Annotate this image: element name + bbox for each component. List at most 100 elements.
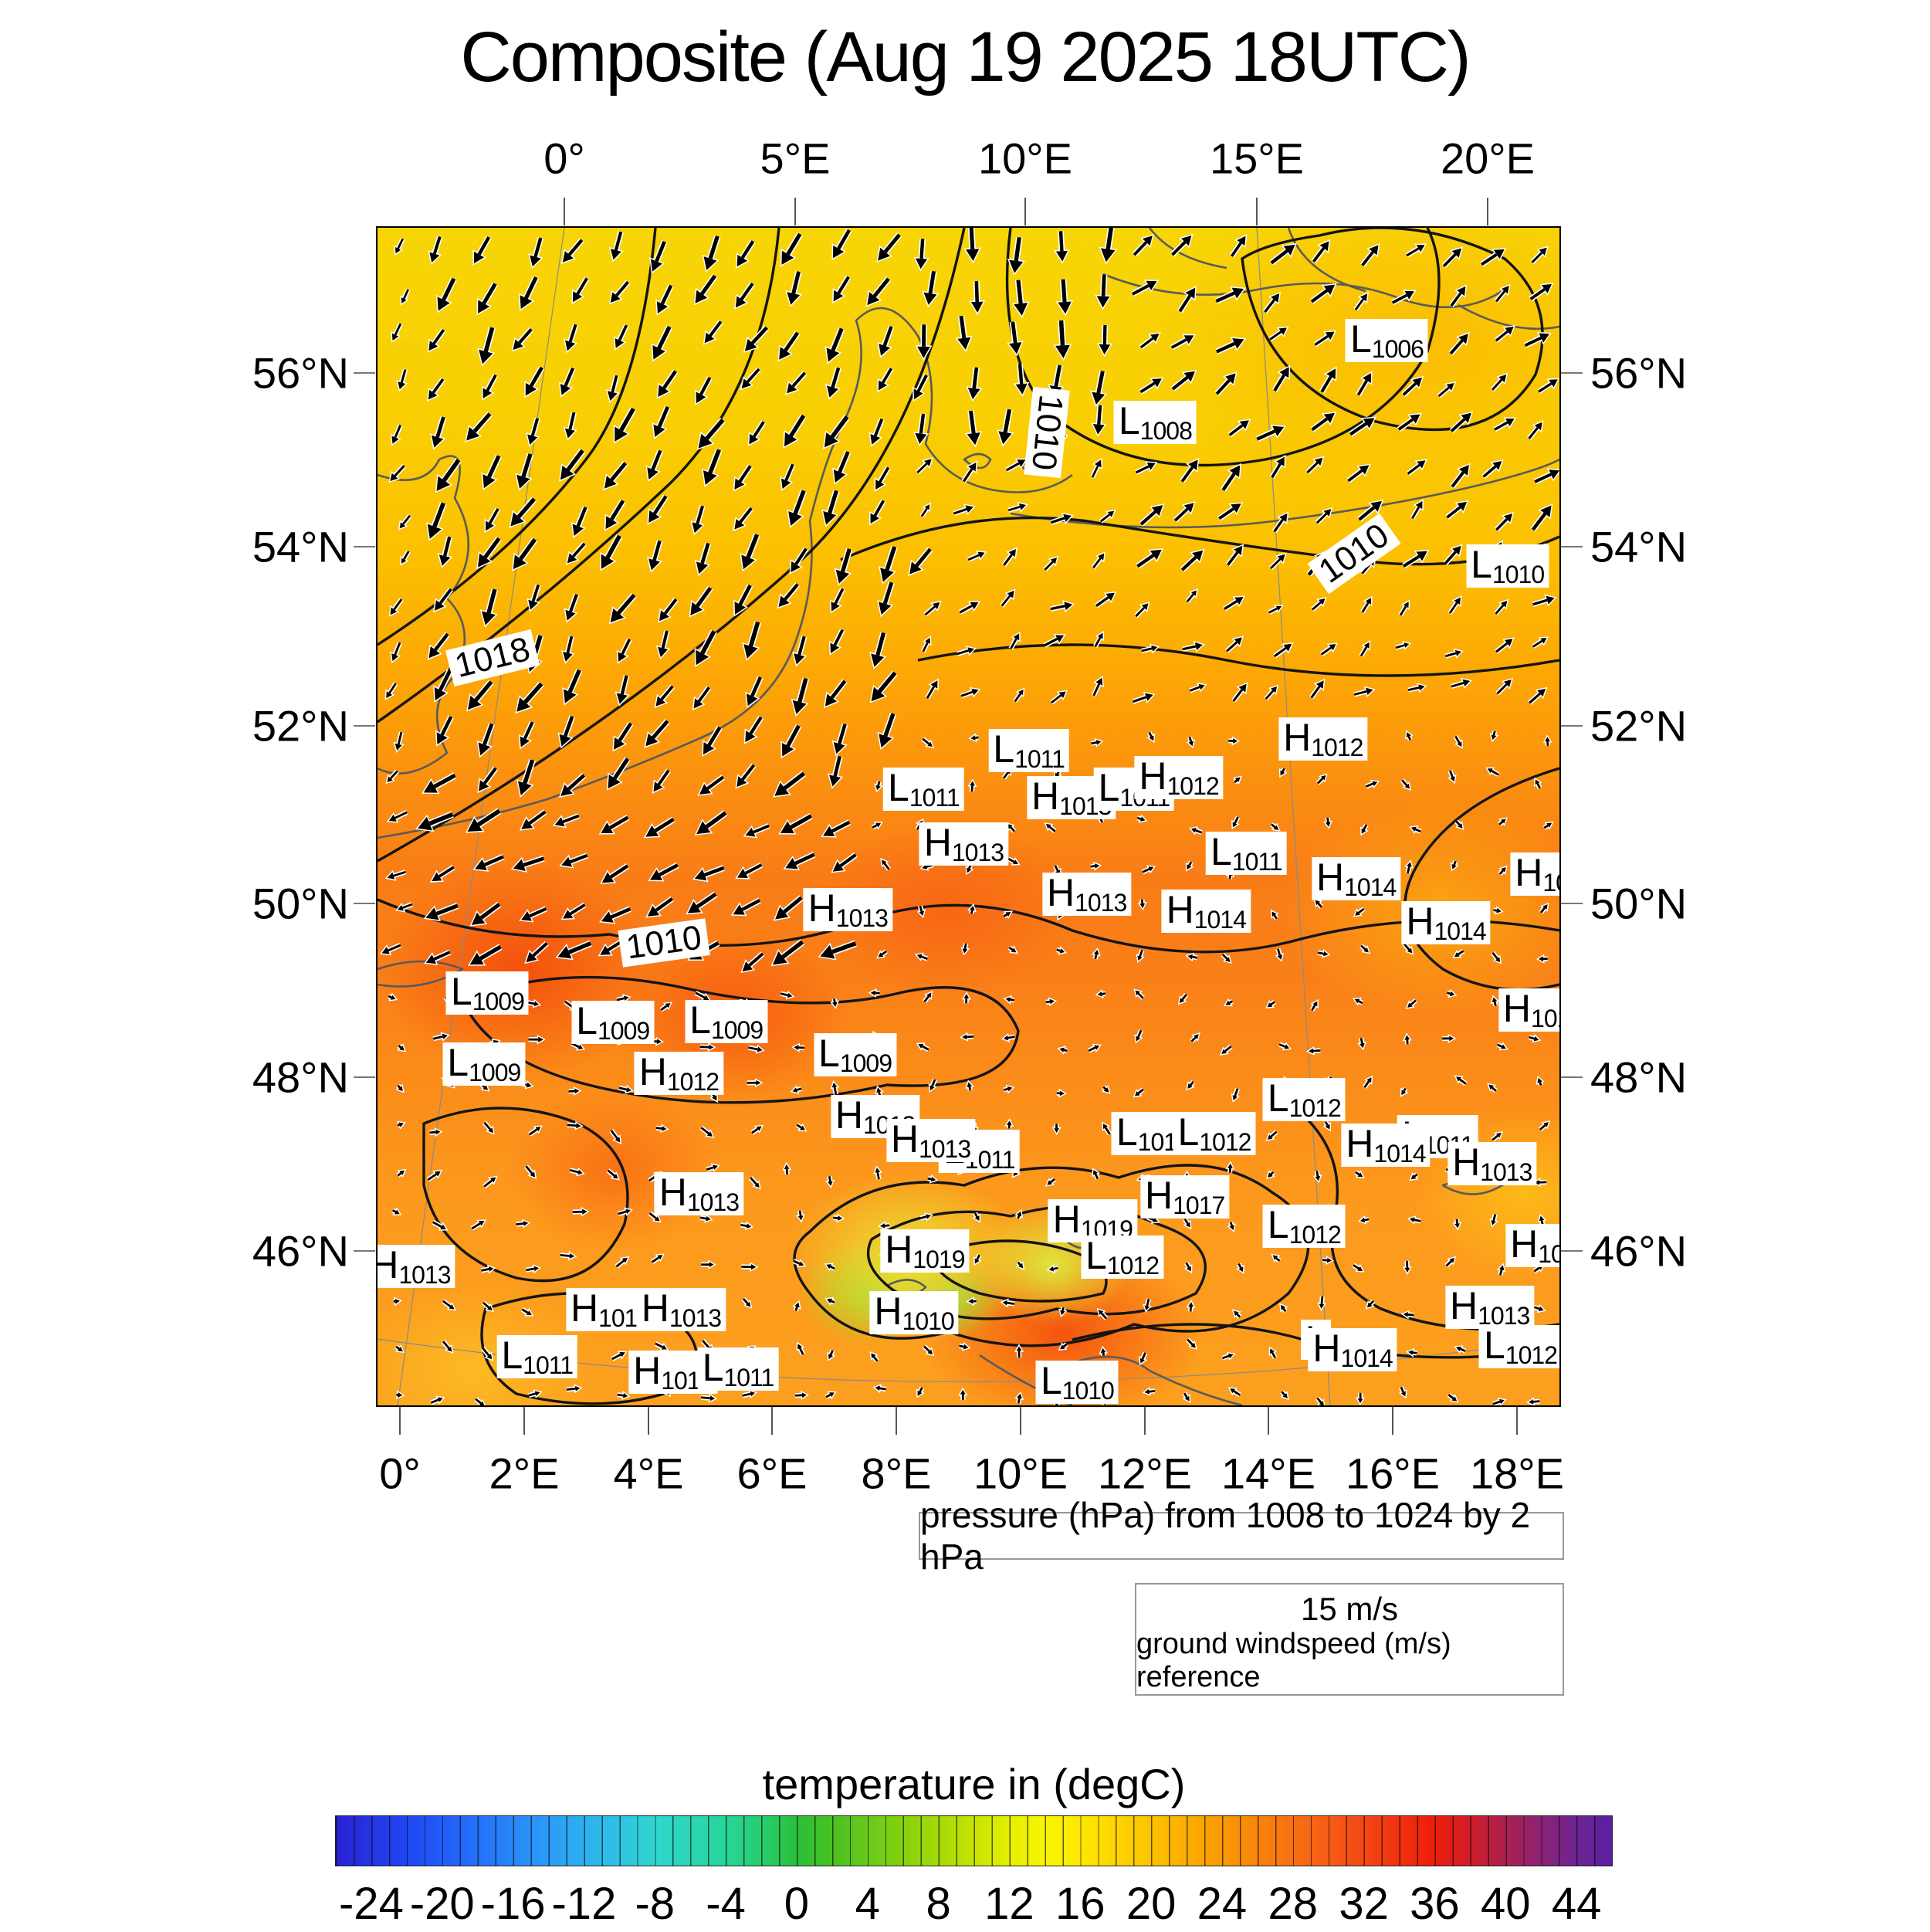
wind-arrow xyxy=(1185,588,1198,604)
wind-arrow xyxy=(701,1259,716,1269)
wind-arrow xyxy=(1538,1120,1551,1132)
wind-arrow xyxy=(1532,594,1557,607)
pressure-letter: H xyxy=(835,1093,864,1137)
wind-arrow xyxy=(869,1351,879,1363)
wind-arrow xyxy=(958,1387,968,1400)
wind-arrow xyxy=(747,1044,765,1054)
bottom-axis-label: 16°E xyxy=(1345,1449,1441,1498)
wind-arrow xyxy=(648,1211,662,1223)
wind-arrow xyxy=(1058,1307,1068,1318)
right-axis-label: 52°N xyxy=(1590,701,1688,751)
wind-arrow xyxy=(702,235,721,273)
wind-arrow xyxy=(600,534,623,571)
coastline xyxy=(1148,228,1366,293)
wind-arrow xyxy=(608,231,624,263)
wind-arrow xyxy=(1236,1263,1244,1274)
wind-arrow xyxy=(1404,859,1414,874)
wind-arrow xyxy=(1310,597,1327,612)
pressure-letter: L xyxy=(1267,1076,1289,1120)
wind-arrow xyxy=(832,275,852,303)
wind-arrow xyxy=(876,949,888,959)
wind-arrow xyxy=(1489,1213,1498,1228)
wind-arrow xyxy=(1221,463,1242,492)
wind-arrow xyxy=(606,1168,620,1181)
wind-arrow xyxy=(1096,325,1112,358)
wind-arrow xyxy=(1090,370,1108,407)
wind-arrow xyxy=(429,864,455,883)
top-axis-tick xyxy=(564,198,565,225)
wind-arrow xyxy=(649,240,668,274)
wind-arrow xyxy=(1000,588,1016,608)
pressure-letter: H xyxy=(1166,887,1194,931)
wind-arrow xyxy=(1268,605,1284,615)
wind-arrow xyxy=(645,449,664,482)
wind-arrow xyxy=(792,636,808,667)
wind-arrow xyxy=(388,463,406,483)
pressure-value: 1013 xyxy=(686,1188,740,1216)
wind-arrow xyxy=(510,855,545,873)
wind-arrow xyxy=(1357,1037,1367,1051)
wind-reference-box: 15 m/s ground windspeed (m/s) reference xyxy=(1135,1583,1564,1696)
wind-arrow xyxy=(527,584,541,612)
wind-arrow xyxy=(706,1163,720,1172)
wind-arrow xyxy=(612,721,634,752)
wind-arrow xyxy=(1225,544,1244,567)
wind-arrow xyxy=(618,1084,634,1094)
colorbar-tick-label: -20 xyxy=(409,1879,475,1929)
pressure-letter: H xyxy=(1452,1141,1481,1185)
wind-arrow xyxy=(654,684,676,709)
wind-arrow xyxy=(1395,641,1412,650)
wind-arrow xyxy=(877,367,894,393)
wind-arrow xyxy=(1401,375,1424,397)
wind-arrow xyxy=(423,902,459,922)
wind-arrow xyxy=(742,1389,758,1399)
top-axis-label: 10°E xyxy=(977,134,1073,183)
pressure-letter: H xyxy=(1510,1222,1539,1266)
pressure-value: 1013 xyxy=(398,1261,451,1290)
wind-arrow xyxy=(785,371,808,395)
wind-arrow xyxy=(741,1262,759,1273)
wind-arrow xyxy=(865,276,892,307)
wind-arrow xyxy=(824,1296,835,1306)
wind-arrow xyxy=(1102,1121,1112,1136)
wind-arrow xyxy=(1480,248,1507,267)
wind-arrow xyxy=(528,237,544,269)
wind-arrow xyxy=(1365,779,1380,789)
wind-arrow xyxy=(919,1212,933,1222)
wind-arrow xyxy=(697,774,726,796)
pressure-value: 1017 xyxy=(1173,1191,1225,1220)
wind-arrow xyxy=(442,1299,457,1311)
wind-arrow xyxy=(1271,364,1291,392)
wind-arrow xyxy=(1099,509,1116,524)
wind-arrow xyxy=(617,1207,633,1217)
wind-arrow xyxy=(1056,1088,1067,1098)
pressure-label-L1009: L 1009 xyxy=(442,1042,526,1086)
wind-arrow xyxy=(1058,1342,1068,1351)
bottom-axis-label: 12°E xyxy=(1097,1449,1193,1498)
wind-arrow xyxy=(1313,330,1337,347)
wind-arrow xyxy=(1255,424,1287,442)
wind-arrow xyxy=(1450,859,1459,872)
wind-arrow xyxy=(1409,1171,1419,1181)
wind-arrow xyxy=(1053,320,1072,361)
wind-arrow xyxy=(1448,769,1457,785)
wind-arrow xyxy=(1091,675,1104,697)
wind-arrow xyxy=(1001,1032,1015,1042)
right-axis-tick xyxy=(1561,903,1583,904)
wind-arrow xyxy=(616,638,632,664)
pressure-letter: L xyxy=(689,998,711,1042)
right-axis-label: 50°N xyxy=(1590,879,1688,928)
wind-arrow xyxy=(1136,814,1148,823)
wind-arrow xyxy=(834,547,853,586)
wind-arrow xyxy=(422,772,457,795)
wind-arrow xyxy=(558,773,587,798)
pressure-value: 1019 xyxy=(913,1246,965,1274)
wind-arrow xyxy=(400,288,411,306)
wind-arrow xyxy=(1406,459,1427,476)
pressure-letter: H xyxy=(570,1286,599,1330)
